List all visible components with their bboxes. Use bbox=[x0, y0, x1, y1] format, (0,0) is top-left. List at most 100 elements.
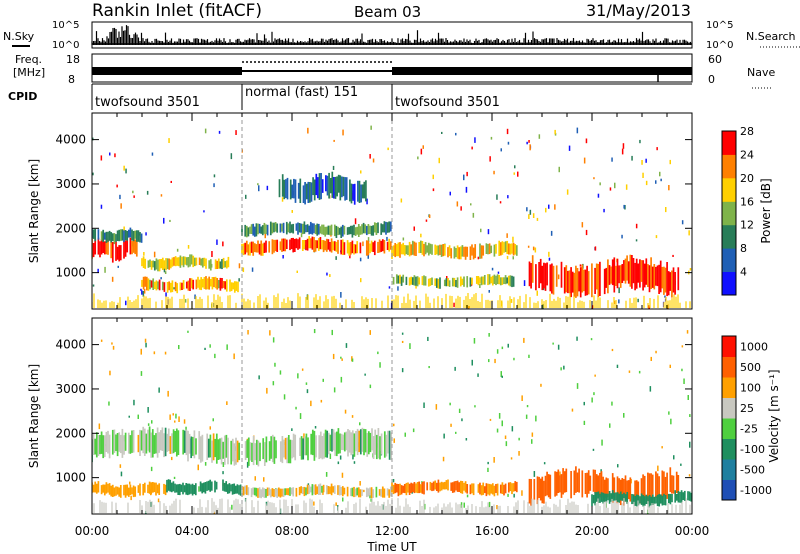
power-y-tick-1: 1000 bbox=[55, 266, 86, 280]
velocity-colorbar-tick-8: -1000 bbox=[740, 484, 772, 497]
scatter-speck bbox=[301, 368, 304, 371]
scatter-speck bbox=[272, 337, 275, 343]
power-echo-band-1 bbox=[92, 237, 138, 263]
scatter-speck bbox=[672, 254, 674, 257]
power-colorbar-tick-1: 4 bbox=[740, 266, 747, 279]
scatter-speck bbox=[506, 255, 509, 260]
nave-label: Nave bbox=[747, 66, 775, 79]
scatter-speck bbox=[198, 486, 200, 492]
scatter-speck bbox=[463, 174, 465, 181]
freq-label-line2: [MHz] bbox=[13, 66, 45, 79]
scatter-speck bbox=[458, 408, 461, 413]
scatter-speck bbox=[501, 346, 504, 350]
scatter-speck bbox=[513, 172, 515, 175]
scatter-speck bbox=[369, 154, 371, 159]
scatter-speck bbox=[681, 345, 684, 348]
scatter-speck bbox=[568, 145, 571, 151]
scatter-speck bbox=[496, 505, 498, 510]
scatter-speck bbox=[583, 157, 586, 164]
scatter-speck bbox=[184, 299, 187, 303]
scatter-speck bbox=[499, 201, 502, 204]
scatter-speck bbox=[401, 332, 404, 335]
scatter-speck bbox=[352, 454, 354, 460]
scatter-speck bbox=[409, 343, 411, 349]
velocity-y-tick-4: 4000 bbox=[55, 338, 86, 352]
scatter-speck bbox=[147, 423, 150, 426]
station-title: Rankin Inlet (fitACF) bbox=[92, 1, 262, 21]
scatter-speck bbox=[521, 395, 523, 401]
scatter-speck bbox=[585, 138, 588, 144]
scatter-speck bbox=[387, 147, 389, 151]
scatter-speck bbox=[333, 387, 336, 393]
scatter-speck bbox=[203, 210, 205, 213]
scatter-speck bbox=[92, 284, 95, 287]
scatter-speck bbox=[145, 342, 147, 348]
scatter-speck bbox=[329, 274, 331, 277]
power-y-tick-4: 4000 bbox=[55, 133, 86, 147]
velocity-colorbar-seg-2 bbox=[722, 459, 736, 480]
power-colorbar-tick-2: 8 bbox=[740, 242, 747, 255]
scatter-speck bbox=[443, 433, 445, 439]
scatter-speck bbox=[329, 453, 332, 459]
scatter-speck bbox=[137, 414, 139, 419]
scatter-speck bbox=[254, 476, 256, 481]
scatter-speck bbox=[591, 397, 593, 403]
scatter-speck bbox=[167, 390, 169, 397]
scatter-speck bbox=[377, 351, 379, 355]
scatter-speck bbox=[533, 471, 536, 477]
scatter-speck bbox=[505, 441, 508, 447]
scatter-speck bbox=[173, 476, 176, 479]
scatter-speck bbox=[363, 489, 365, 493]
scatter-speck bbox=[226, 344, 228, 350]
scatter-speck bbox=[611, 348, 614, 352]
scatter-speck bbox=[160, 194, 163, 197]
scatter-speck bbox=[353, 461, 356, 464]
scatter-speck bbox=[435, 404, 438, 410]
x-tick-3: 08:00 bbox=[275, 524, 310, 538]
scatter-speck bbox=[477, 373, 479, 377]
scatter-speck bbox=[111, 342, 113, 345]
scatter-speck bbox=[527, 245, 530, 248]
scatter-speck bbox=[100, 339, 103, 342]
scatter-speck bbox=[576, 383, 579, 389]
scatter-speck bbox=[616, 364, 619, 368]
scatter-speck bbox=[340, 376, 343, 383]
nave-tick-top: 60 bbox=[708, 53, 722, 66]
scatter-speck bbox=[474, 137, 476, 143]
scatter-speck bbox=[576, 127, 579, 134]
scatter-speck bbox=[153, 351, 156, 355]
noise-panel: N.Sky 10^5 10^0 10^5 10^0 N.Search bbox=[3, 20, 800, 51]
velocity-colorbar-tick-3: 100 bbox=[740, 381, 761, 394]
scatter-speck bbox=[108, 401, 110, 406]
scatter-speck bbox=[145, 232, 147, 236]
scatter-speck bbox=[359, 257, 362, 262]
scatter-speck bbox=[543, 462, 546, 465]
scatter-speck bbox=[204, 128, 207, 134]
scatter-speck bbox=[351, 358, 354, 362]
scatter-speck bbox=[423, 402, 425, 408]
scatter-speck bbox=[487, 229, 490, 235]
power-colorbar-seg-5 bbox=[722, 177, 736, 202]
scatter-speck bbox=[163, 267, 166, 273]
scatter-speck bbox=[526, 141, 528, 145]
scatter-speck bbox=[359, 422, 361, 426]
scatter-speck bbox=[322, 378, 324, 382]
scatter-speck bbox=[170, 180, 172, 183]
scatter-speck bbox=[493, 457, 495, 463]
scatter-speck bbox=[197, 464, 199, 471]
scatter-speck bbox=[230, 153, 233, 160]
velocity-colorbar-tick-6: -100 bbox=[740, 443, 765, 456]
scatter-speck bbox=[402, 237, 405, 241]
power-echo-band-6 bbox=[241, 221, 392, 238]
power-colorbar-tick-7: 28 bbox=[740, 125, 754, 138]
x-tick-6: 20:00 bbox=[575, 524, 610, 538]
velocity-colorbar-seg-8 bbox=[722, 336, 736, 357]
scatter-speck bbox=[637, 298, 639, 303]
scatter-speck bbox=[442, 456, 445, 462]
scatter-speck bbox=[664, 295, 666, 298]
scatter-speck bbox=[314, 426, 317, 429]
velocity-colorbar: 1000 500 100 25 -25 -100 -500 -1000 bbox=[721, 335, 772, 501]
scatter-speck bbox=[412, 428, 415, 433]
scatter-speck bbox=[349, 254, 351, 259]
